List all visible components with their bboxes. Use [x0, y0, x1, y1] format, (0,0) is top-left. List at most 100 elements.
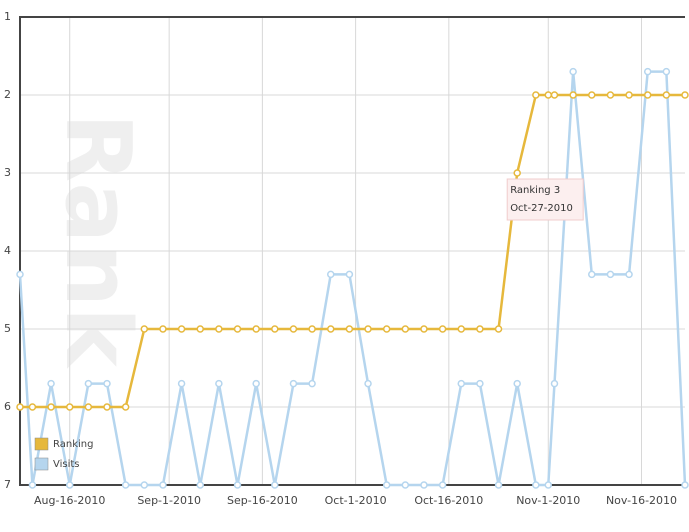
y-tick-label: 2: [4, 88, 11, 101]
point: [401, 481, 410, 489]
point: [28, 403, 37, 411]
point: [252, 379, 260, 388]
point: [308, 379, 316, 388]
point: [513, 379, 521, 388]
point: [16, 270, 24, 279]
point: [16, 403, 24, 411]
y-tick-label: 1: [4, 10, 11, 23]
point: [606, 91, 615, 99]
point: [177, 379, 186, 388]
point: [159, 481, 167, 489]
point: [289, 325, 298, 333]
point: [457, 325, 466, 333]
point: [47, 403, 55, 411]
point: [382, 325, 391, 333]
point: [681, 91, 689, 99]
y-tick-label: 5: [4, 322, 11, 335]
point: [289, 379, 298, 388]
point: [550, 91, 559, 99]
point: [643, 67, 652, 76]
point: [544, 481, 553, 489]
tooltip-text: Oct-27-2010: [510, 203, 573, 214]
point: [625, 270, 633, 279]
point: [252, 325, 260, 333]
x-tick-label: Sep-1-2010: [137, 494, 201, 507]
point: [65, 481, 74, 489]
point: [196, 325, 204, 333]
tooltip-text: Ranking 3: [510, 185, 560, 196]
point: [625, 91, 633, 99]
point: [420, 325, 428, 333]
point: [121, 481, 130, 489]
point: [588, 91, 596, 99]
point: [84, 403, 93, 411]
point: [215, 325, 223, 333]
y-axis-title: Rank: [45, 113, 150, 369]
point: [476, 325, 484, 333]
point: [47, 379, 55, 388]
point: [140, 325, 149, 333]
point: [159, 325, 167, 333]
point: [662, 67, 671, 76]
point: [438, 325, 447, 333]
tooltip: [506, 178, 584, 221]
point: [308, 325, 316, 333]
x-tick-label: Aug-16-2010: [34, 494, 105, 507]
x-tick-label: Nov-16-2010: [606, 494, 677, 507]
point: [84, 379, 93, 388]
point: [569, 67, 577, 76]
point: [364, 325, 372, 333]
y-tick-label: 7: [4, 478, 11, 491]
legend-swatch: [34, 457, 49, 471]
point: [65, 403, 74, 411]
point: [215, 379, 223, 388]
point: [177, 325, 186, 333]
point: [345, 270, 354, 279]
x-tick-label: Oct-16-2010: [414, 494, 483, 507]
axis: [19, 16, 685, 486]
point: [643, 91, 652, 99]
point: [588, 270, 596, 279]
point: [28, 481, 37, 489]
point: [364, 379, 372, 388]
legend-label: Ranking: [53, 439, 93, 450]
y-tick-label: 3: [4, 166, 11, 179]
point: [103, 403, 111, 411]
point: [494, 325, 503, 333]
point: [476, 379, 484, 388]
point: [513, 169, 521, 177]
point: [457, 379, 466, 388]
legend-swatch: [34, 437, 49, 451]
y-tick-label: 6: [4, 400, 11, 413]
x-tick-label: Sep-16-2010: [227, 494, 298, 507]
legend-label: Visits: [53, 459, 80, 470]
point: [662, 91, 671, 99]
point: [233, 325, 242, 333]
point: [103, 379, 111, 388]
point: [606, 270, 615, 279]
point: [140, 481, 149, 489]
point: [121, 403, 130, 411]
x-tick-label: Oct-1-2010: [325, 494, 387, 507]
point: [550, 379, 559, 388]
point: [326, 270, 335, 279]
point: [271, 325, 279, 333]
point: [326, 325, 335, 333]
point: [532, 91, 540, 99]
x-tick-label: Nov-1-2010: [516, 494, 580, 507]
point: [681, 481, 689, 489]
point: [569, 91, 577, 99]
point: [271, 481, 279, 489]
point: [420, 481, 428, 489]
point: [345, 325, 354, 333]
point: [233, 481, 242, 489]
point: [382, 481, 391, 489]
y-tick-label: 4: [4, 244, 11, 257]
point: [494, 481, 503, 489]
point: [401, 325, 410, 333]
point: [438, 481, 447, 489]
point: [544, 91, 553, 99]
point: [532, 481, 540, 489]
point: [196, 481, 204, 489]
